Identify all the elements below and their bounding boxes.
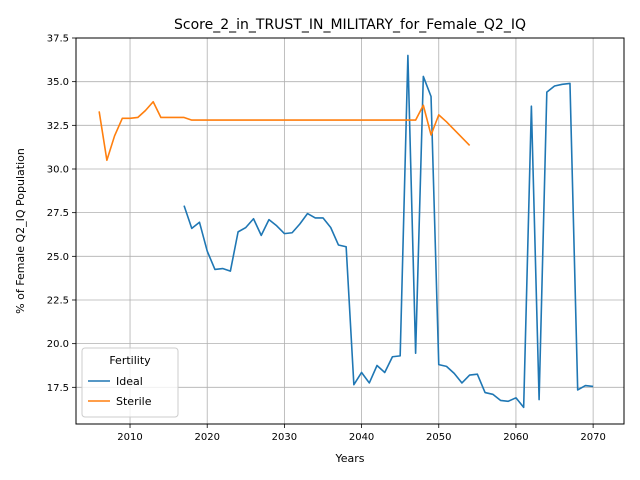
legend-box [81, 347, 179, 418]
y-tick-label: 37.5 [47, 34, 69, 45]
y-axis-ticks: 17.5 20.0 22.5 25.0 27.5 30.0 32.5 35.0 37.5 [47, 34, 76, 394]
plot-frame [75, 37, 625, 425]
y-tick-label: 25.0 [47, 252, 69, 263]
chart-title: Score_2_in_TRUST_IN_MILITARY_for_Female_… [174, 17, 526, 33]
x-tick-label: 2070 [580, 432, 605, 443]
x-tick-label: 2040 [349, 432, 374, 443]
series-layer [98, 54, 594, 409]
y-tick-label: 17.5 [47, 383, 69, 394]
series-line-sterile [98, 100, 471, 162]
y-tick-label: 35.0 [47, 77, 69, 88]
legend-label-ideal: Ideal [116, 375, 143, 388]
legend-label-sterile: Sterile [116, 395, 152, 408]
y-tick-label: 22.5 [47, 295, 69, 306]
legend-title: Fertility [109, 354, 151, 367]
y-tick-label: 32.5 [47, 121, 69, 132]
x-tick-label: 2060 [503, 432, 528, 443]
x-tick-label: 2030 [272, 432, 297, 443]
series-line-ideal [183, 54, 594, 409]
x-tick-label: 2010 [117, 432, 142, 443]
y-tick-label: 30.0 [47, 164, 69, 175]
y-axis-label: % of Female Q2_IQ Population [14, 148, 27, 314]
y-tick-label: 27.5 [47, 208, 69, 219]
x-axis-ticks: 2010 2020 2030 2040 2050 2060 2070 [117, 424, 606, 443]
x-tick-label: 2020 [194, 432, 219, 443]
y-tick-label: 20.0 [47, 339, 69, 350]
x-tick-label: 2050 [426, 432, 451, 443]
x-axis-label: Years [334, 452, 364, 465]
legend: Fertility Ideal Sterile [81, 347, 179, 418]
